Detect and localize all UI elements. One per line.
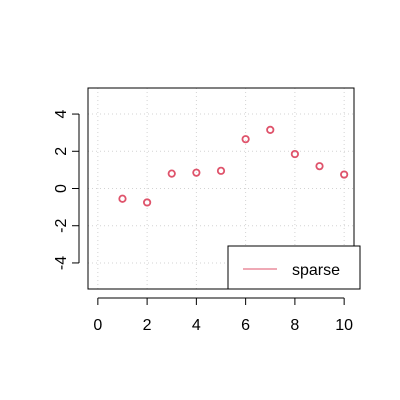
data-point <box>216 166 226 175</box>
data-point <box>118 194 127 203</box>
x-tick-label: 8 <box>290 317 299 334</box>
grid-lines <box>88 88 354 289</box>
data-points <box>118 125 349 207</box>
x-tick-label: 0 <box>93 317 102 334</box>
y-tick-label: -4 <box>53 256 70 270</box>
legend-label-sparse: sparse <box>292 262 340 279</box>
x-tick-label: 10 <box>335 317 353 334</box>
y-tick-label: -2 <box>53 219 70 233</box>
x-axis: 0 2 4 6 8 10 <box>93 297 353 334</box>
y-axis: -4 -2 0 2 4 <box>53 110 80 270</box>
legend-box <box>227 245 361 290</box>
x-tick-label: 6 <box>241 317 250 334</box>
y-tick-label: 4 <box>53 110 70 119</box>
legend: sparse <box>227 245 361 290</box>
data-point <box>340 170 349 179</box>
data-point <box>266 125 275 134</box>
data-point <box>167 169 176 178</box>
y-tick-label: 2 <box>53 147 70 156</box>
y-tick-label: 0 <box>53 184 70 193</box>
data-point <box>241 135 250 144</box>
data-point <box>192 168 201 177</box>
data-point <box>290 149 299 159</box>
data-point <box>143 198 152 207</box>
data-point <box>315 162 324 171</box>
x-tick-label: 2 <box>143 317 152 334</box>
x-tick-label: 4 <box>192 317 201 334</box>
plot-frame <box>87 87 355 290</box>
